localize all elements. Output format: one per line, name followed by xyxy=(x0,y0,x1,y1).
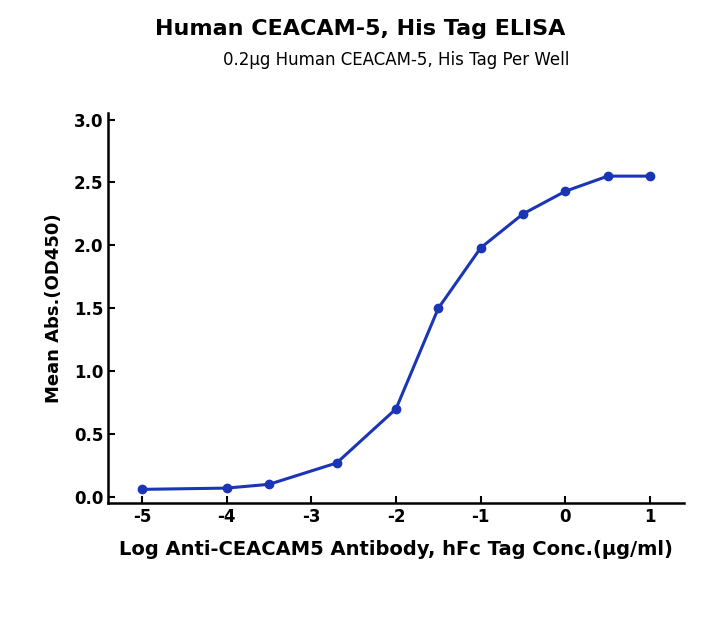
Title: 0.2µg Human CEACAM-5, His Tag Per Well: 0.2µg Human CEACAM-5, His Tag Per Well xyxy=(222,50,570,69)
Point xyxy=(644,171,656,181)
Point xyxy=(136,484,148,494)
Point xyxy=(433,303,444,313)
Point xyxy=(517,209,528,219)
Point xyxy=(390,404,402,414)
Point xyxy=(559,186,571,196)
Text: Human CEACAM-5, His Tag ELISA: Human CEACAM-5, His Tag ELISA xyxy=(155,19,565,39)
Point xyxy=(221,483,233,493)
Point xyxy=(475,243,487,253)
Point xyxy=(602,171,613,181)
Y-axis label: Mean Abs.(OD450): Mean Abs.(OD450) xyxy=(45,213,63,403)
X-axis label: Log Anti-CEACAM5 Antibody, hFc Tag Conc.(µg/ml): Log Anti-CEACAM5 Antibody, hFc Tag Conc.… xyxy=(119,540,673,559)
Point xyxy=(331,458,343,468)
Point xyxy=(264,479,275,489)
